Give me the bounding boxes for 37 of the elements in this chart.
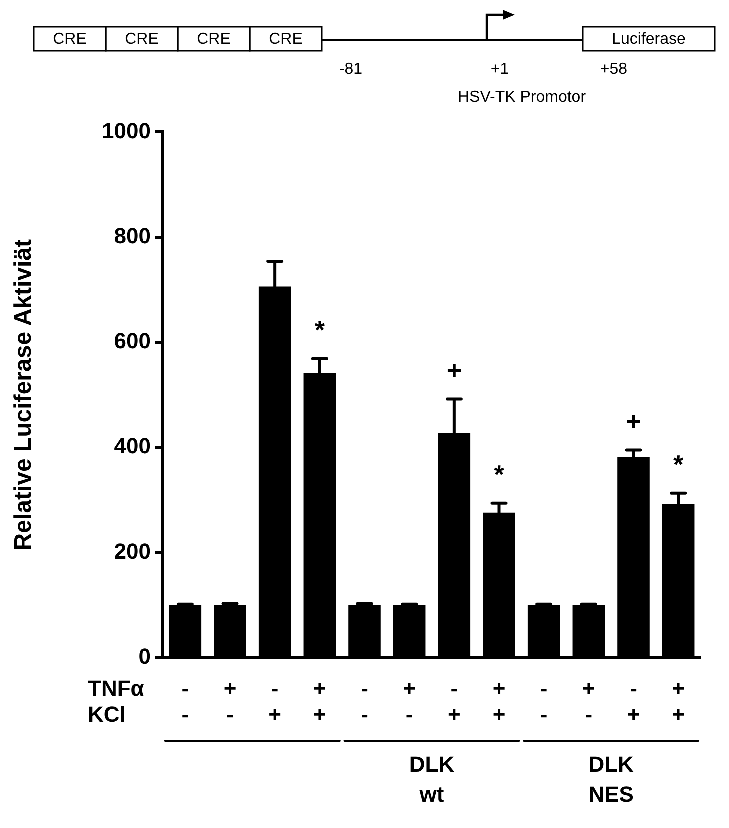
- text: Luciferase: [612, 31, 686, 49]
- x-tick-label: - +: [268, 676, 282, 728]
- data-label: +: [626, 406, 642, 436]
- text: TNFα: [88, 676, 145, 702]
- data-label: *: [314, 314, 326, 345]
- y-axis-title: Relative Luciferase Aktiviät: [10, 239, 38, 551]
- x-tick-label: + -: [403, 676, 416, 728]
- x-tick-label: - -: [361, 676, 368, 728]
- y-tick-label: 200: [114, 538, 151, 564]
- text: +1: [490, 61, 510, 79]
- data-label: *: [494, 460, 506, 490]
- text: DLK wt: [409, 752, 455, 808]
- x-tick-label: + -: [224, 676, 237, 728]
- data-label: +: [446, 355, 462, 386]
- data-label: *: [674, 450, 685, 480]
- text: DLK NES: [588, 752, 634, 808]
- y-tick-label: 800: [114, 223, 151, 248]
- text: CRE: [197, 31, 231, 49]
- x-tick-label: - -: [182, 676, 190, 728]
- y-tick-label: 600: [114, 328, 151, 354]
- text: KCl: [88, 702, 126, 728]
- x-tick-label: + +: [313, 676, 326, 728]
- x-tick-label: - -: [540, 676, 548, 728]
- x-tick-label: + +: [672, 676, 686, 728]
- text: +58: [600, 61, 628, 79]
- y-tick-label: 1000: [102, 118, 151, 144]
- x-tick-label: + +: [492, 676, 506, 728]
- y-tick-label: 0: [138, 644, 151, 670]
- text: -81: [339, 61, 363, 79]
- x-tick-label: - +: [448, 676, 461, 728]
- x-tick-label: - +: [627, 676, 640, 728]
- text: CRE: [269, 31, 303, 49]
- text: CRE: [53, 31, 87, 49]
- text: HSV-TK Promotor: [458, 89, 586, 107]
- y-tick-label: 400: [114, 434, 151, 459]
- x-tick-label: + -: [582, 676, 596, 728]
- text: CRE: [125, 31, 159, 49]
